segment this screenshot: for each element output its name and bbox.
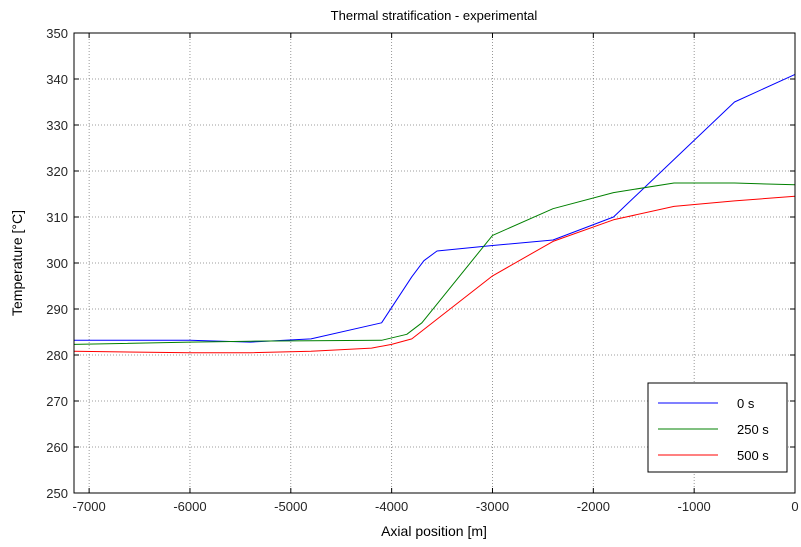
y-tick-label: 310 xyxy=(46,210,68,225)
x-tick-label: -6000 xyxy=(173,499,206,514)
legend-label-2: 500 s xyxy=(737,448,769,463)
legend-box xyxy=(647,382,788,473)
legend: 0 s 250 s 500 s xyxy=(647,382,788,473)
y-tick-label: 290 xyxy=(46,302,68,317)
y-tick-label: 300 xyxy=(46,256,68,271)
series-line-2 xyxy=(73,195,796,354)
series-lines xyxy=(73,73,796,354)
y-tick-label: 320 xyxy=(46,164,68,179)
chart-title: Thermal stratification - experimental xyxy=(331,8,538,23)
x-tick-label: -3000 xyxy=(476,499,509,514)
y-tick-label: 280 xyxy=(46,348,68,363)
series-line-1 xyxy=(73,182,796,345)
y-tick-label: 270 xyxy=(46,394,68,409)
x-tick-label: -2000 xyxy=(577,499,610,514)
y-tick-label: 340 xyxy=(46,72,68,87)
legend-label-0: 0 s xyxy=(737,396,755,411)
x-tick-label: -1000 xyxy=(678,499,711,514)
x-tick-label: -4000 xyxy=(375,499,408,514)
y-tick-label: 350 xyxy=(46,26,68,41)
y-tick-label: 260 xyxy=(46,440,68,455)
legend-label-1: 250 s xyxy=(737,422,769,437)
y-tick-label: 330 xyxy=(46,118,68,133)
x-tick-label: -7000 xyxy=(73,499,106,514)
y-axis-label: Temperature [°C] xyxy=(9,210,25,316)
x-axis-label: Axial position [m] xyxy=(381,523,487,539)
x-tick-label: -5000 xyxy=(274,499,307,514)
y-tick-label: 250 xyxy=(46,486,68,501)
x-tick-label: 0 xyxy=(791,499,798,514)
axis-ticks: -7000 -6000 -5000 -4000 -3000 -2000 -1000 0 250 2… xyxy=(46,26,798,514)
